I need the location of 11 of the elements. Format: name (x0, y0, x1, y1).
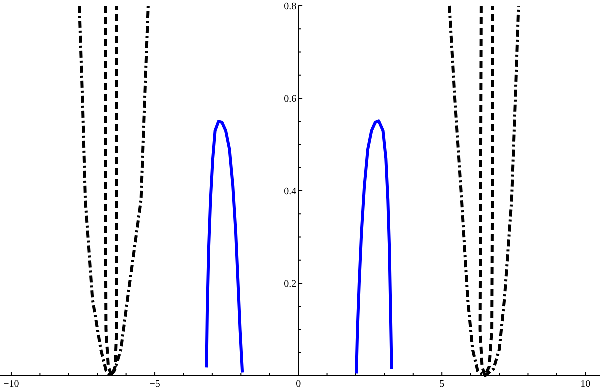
line-series (205, 120, 244, 374)
x-tick-label: 0 (296, 379, 302, 390)
x-tick-label: 10 (580, 379, 591, 390)
y-tick-label: 0.8 (284, 2, 297, 12)
y-tick-label: 0.6 (284, 94, 297, 105)
y-tick-label: 0.2 (284, 279, 297, 290)
y-tick-label: 0.4 (284, 186, 297, 198)
line-series (355, 120, 394, 376)
x-tick-label: 5 (440, 379, 445, 390)
x-tick-label: −10 (4, 379, 20, 390)
x-tick-label: −5 (150, 379, 160, 390)
